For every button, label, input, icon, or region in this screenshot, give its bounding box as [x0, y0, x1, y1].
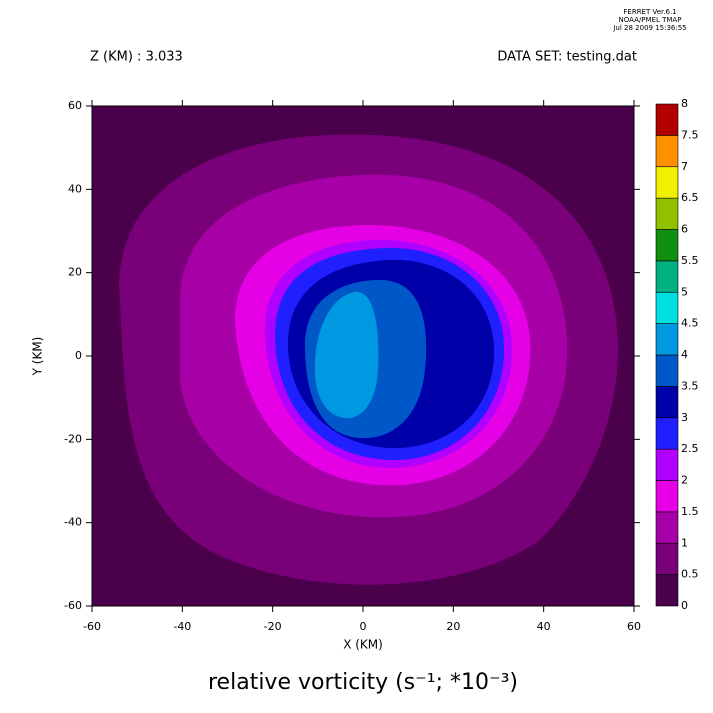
colorbar-band	[655, 197, 679, 230]
y-tick-label: -20	[64, 432, 82, 445]
colorbar-label: 7	[681, 160, 688, 173]
header-line: Jul 28 2009 15:36:55	[612, 24, 686, 32]
x-tick-label: 20	[446, 620, 460, 633]
colorbar-band	[655, 542, 679, 575]
chart-title: Z (KM) : 3.033	[90, 50, 183, 65]
x-axis-label: X (KM)	[343, 638, 383, 652]
y-tick-label: 60	[68, 99, 82, 112]
colorbar-label: 4	[681, 348, 688, 361]
colorbar-label: 0.5	[681, 568, 699, 581]
colorbar-label: 6	[681, 223, 688, 236]
colorbar-band	[655, 386, 679, 419]
colorbar-band	[655, 417, 679, 450]
colorbar-band	[655, 291, 679, 324]
colorbar-label: 8	[681, 97, 688, 110]
header-line: NOAA/PMEL TMAP	[619, 16, 682, 24]
colorbar-band	[655, 229, 679, 262]
colorbar-label: 2	[681, 474, 688, 487]
y-tick-label: -40	[64, 516, 82, 529]
colorbar-label: 1.5	[681, 505, 699, 518]
colorbar-band	[655, 480, 679, 513]
colorbar-band	[655, 574, 679, 607]
colorbar-label: 5.5	[681, 254, 699, 267]
colorbar-band	[655, 166, 679, 199]
caption: relative vorticity (s⁻¹; *10⁻³)	[208, 670, 518, 695]
colorbar-band	[655, 511, 679, 544]
x-tick-label: -20	[264, 620, 282, 633]
colorbar-band	[655, 135, 679, 168]
x-tick-label: 60	[627, 620, 641, 633]
contour-region	[314, 291, 379, 419]
colorbar-label: 4.5	[681, 317, 699, 330]
colorbar-label: 3.5	[681, 379, 699, 392]
contour-field	[91, 105, 635, 607]
y-axis-label: Y (KM)	[31, 337, 45, 377]
colorbar-label: 6.5	[681, 191, 699, 204]
colorbar-label: 0	[681, 599, 688, 612]
colorbar-label: 1	[681, 536, 688, 549]
colorbar-band	[655, 448, 679, 481]
dataset-label: DATA SET: testing.dat	[497, 50, 637, 65]
colorbar-label: 3	[681, 411, 688, 424]
y-tick-label: 20	[68, 266, 82, 279]
colorbar-band	[655, 260, 679, 293]
x-tick-label: 0	[360, 620, 367, 633]
y-tick-label: -60	[64, 599, 82, 612]
x-tick-label: -40	[173, 620, 191, 633]
colorbar-label: 2.5	[681, 442, 699, 455]
colorbar-band	[655, 103, 679, 136]
colorbar-band	[655, 354, 679, 387]
colorbar-band	[655, 323, 679, 356]
y-tick-label: 40	[68, 182, 82, 195]
colorbar-label: 5	[681, 285, 688, 298]
x-tick-label: 40	[537, 620, 551, 633]
header-line: FERRET Ver.6.1	[623, 8, 676, 16]
x-tick-label: -60	[83, 620, 101, 633]
y-tick-label: 0	[75, 349, 82, 362]
colorbar-label: 7.5	[681, 128, 699, 141]
